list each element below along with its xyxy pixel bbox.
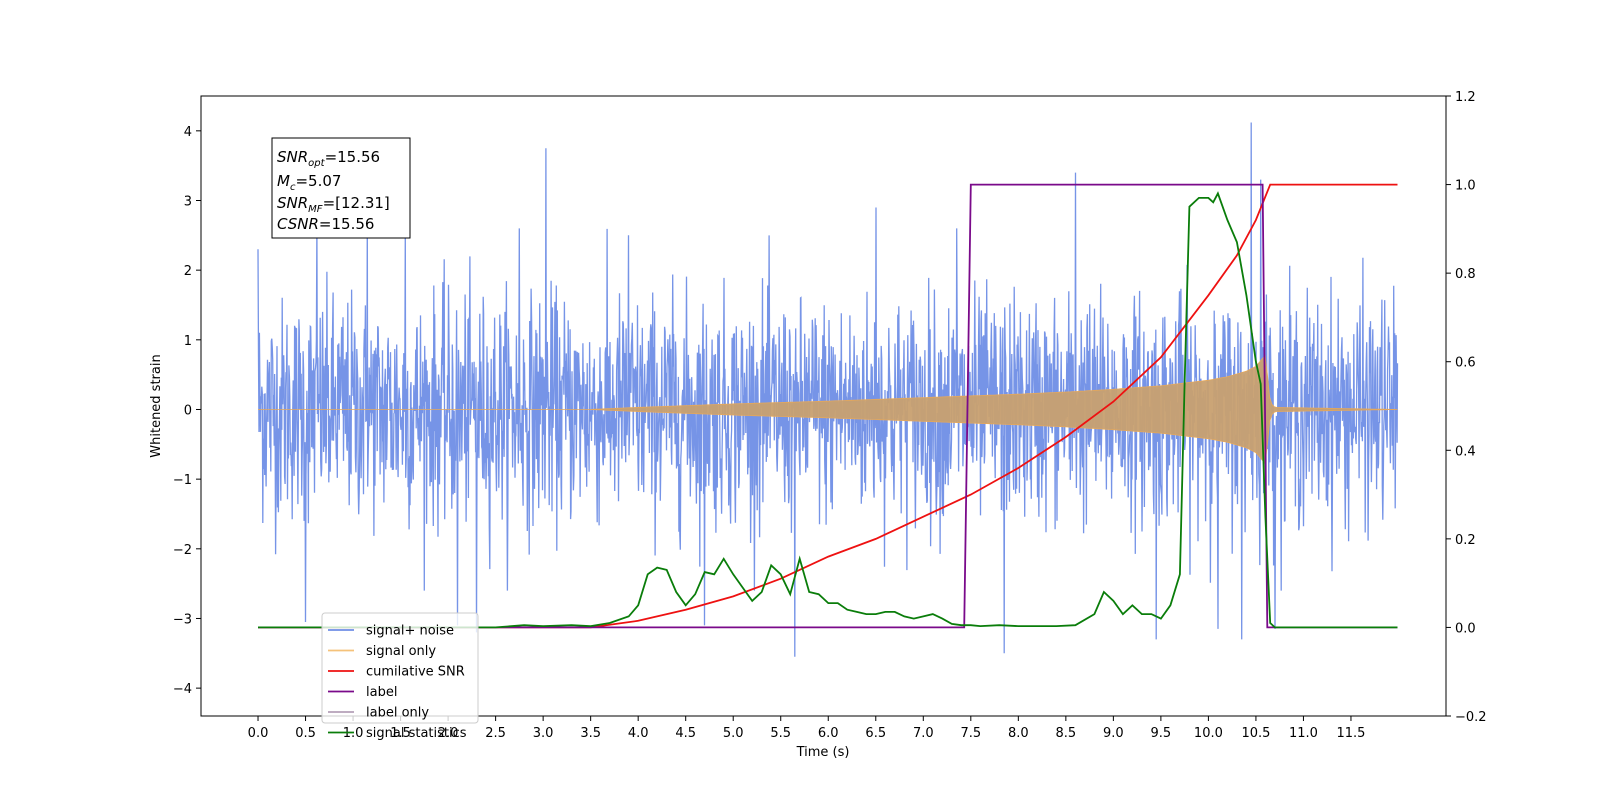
y-left-tick-label: 4 <box>184 125 192 140</box>
y-left-tick-label: 2 <box>184 264 192 279</box>
x-tick-label: 10.5 <box>1241 726 1270 741</box>
plot-area <box>257 122 1399 657</box>
x-tick-label: 6.5 <box>865 726 886 741</box>
annotation-frame <box>271 137 411 239</box>
legend-label-signal-noise: signal+ noise <box>366 624 454 639</box>
y-right-tick-label: 0.4 <box>1455 444 1476 459</box>
x-tick-label: 3.5 <box>580 726 601 741</box>
x-tick-label: 6.0 <box>818 726 839 741</box>
x-tick-label: 7.0 <box>913 726 934 741</box>
y-right-tick-label: 0.2 <box>1455 533 1476 548</box>
axes-frame <box>200 95 1447 717</box>
x-tick-label: 9.0 <box>1103 726 1124 741</box>
y-axis-left: −4 −3 −2 −1 0 1 2 3 4 <box>173 125 201 697</box>
x-tick-label: 11.0 <box>1289 726 1318 741</box>
y-right-tick-label: 1.2 <box>1455 90 1476 105</box>
x-tick-label: 4.0 <box>628 726 649 741</box>
x-tick-label: 0.0 <box>248 726 269 741</box>
cumilative-snr-line <box>258 183 1398 629</box>
x-tick-label: 5.0 <box>723 726 744 741</box>
x-tick-label: 8.0 <box>1008 726 1029 741</box>
legend-label-label: label <box>366 685 397 700</box>
legend-label-cumilative-snr: cumilative SNR <box>366 665 465 680</box>
y-left-tick-label: −3 <box>173 612 192 627</box>
y-axis-right: −0.2 0.0 0.2 0.4 0.6 0.8 1.0 1.2 <box>1446 90 1487 725</box>
x-tick-label: 9.5 <box>1151 726 1172 741</box>
y-left-tick-label: 0 <box>184 403 192 418</box>
x-tick-label: 2.0 <box>438 726 459 741</box>
y-right-tick-label: 0.6 <box>1455 356 1476 371</box>
x-tick-label: 11.5 <box>1336 726 1365 741</box>
legend-frame <box>321 612 479 724</box>
y-left-tick-label: 1 <box>184 334 192 349</box>
y-left-tick-label: −4 <box>173 682 192 697</box>
x-tick-label: 4.5 <box>675 726 696 741</box>
y-axis-left-label: Whitened strain <box>149 354 164 457</box>
x-tick-label: 5.5 <box>770 726 791 741</box>
y-left-tick-label: 3 <box>184 194 192 209</box>
annotation-line-mc: Mc=5.07 <box>277 172 341 193</box>
legend-label-signal-statistics: signal statistics <box>366 726 467 741</box>
signal-only-line <box>258 354 1398 465</box>
x-tick-label: 1.0 <box>343 726 364 741</box>
x-axis-label: Time (s) <box>796 745 850 760</box>
y-right-tick-label: −0.2 <box>1455 710 1487 725</box>
x-tick-label: 8.5 <box>1056 726 1077 741</box>
x-tick-label: 7.5 <box>960 726 981 741</box>
signal-statistics-line <box>258 191 1398 629</box>
legend-label-label-only: label only <box>366 706 429 721</box>
y-right-tick-label: 0.8 <box>1455 267 1476 282</box>
y-right-tick-label: 1.0 <box>1455 179 1476 194</box>
x-axis: 0.0 0.5 1.0 1.5 2.0 2.5 3.0 3.5 4.0 4.5 5.0 5.5 6.0 6… <box>248 716 1365 741</box>
annotation-line-csnr: CSNR=15.56 <box>277 215 374 233</box>
x-tick-label: 3.0 <box>533 726 554 741</box>
x-tick-label: 0.5 <box>295 726 316 741</box>
legend-label-signal-only: signal only <box>366 644 436 659</box>
y-left-tick-label: −1 <box>173 473 192 488</box>
x-tick-label: 1.5 <box>390 726 411 741</box>
annotation-line-snr-opt: SNRopt=15.56 <box>277 148 380 169</box>
x-tick-label: 10.0 <box>1194 726 1223 741</box>
x-tick-label: 2.5 <box>485 726 506 741</box>
legend: signal+ noise signal only cumilative SNR la… <box>321 612 479 741</box>
y-right-tick-label: 0.0 <box>1455 621 1476 636</box>
annotation-box: SNRopt=15.56 Mc=5.07 SNRMF=[12.31] CSNR=… <box>271 137 411 239</box>
y-left-tick-label: −2 <box>173 543 192 558</box>
annotation-line-snr-mf: SNRMF=[12.31] <box>277 194 390 215</box>
